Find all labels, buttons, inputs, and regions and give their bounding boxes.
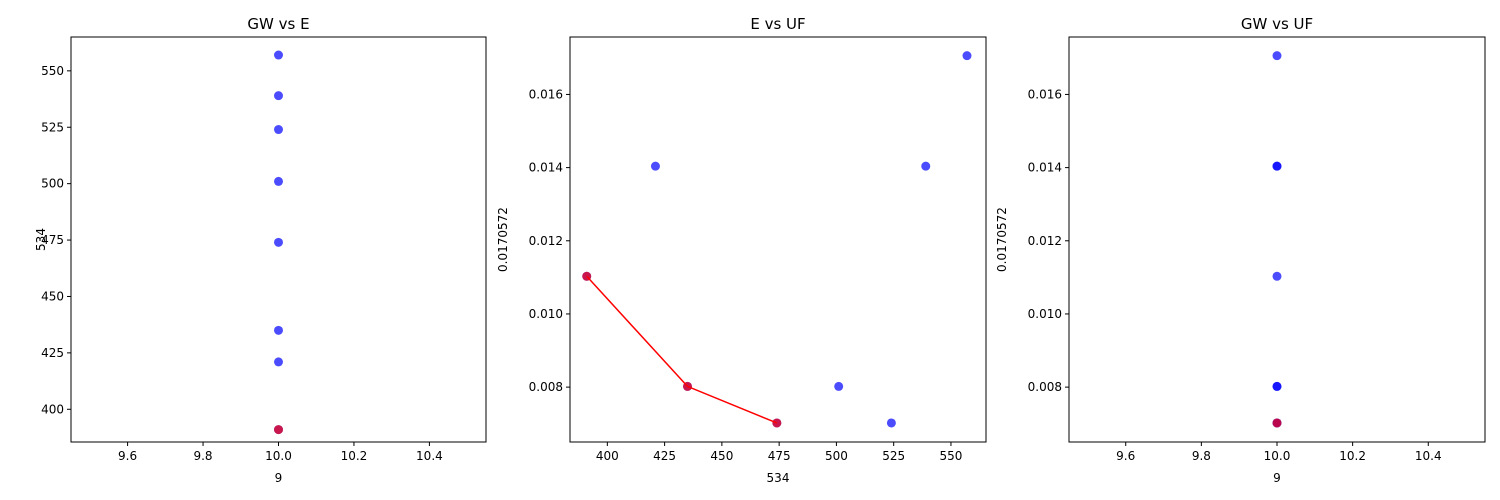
x-tick-label: 10.0 bbox=[1264, 449, 1291, 463]
data-point bbox=[1272, 418, 1282, 428]
y-tick-label: 0.010 bbox=[1028, 307, 1062, 321]
y-axis-label: 0.0170572 bbox=[995, 207, 1009, 272]
y-axis-label: 534 bbox=[34, 228, 48, 251]
x-tick-label: 9.6 bbox=[1116, 449, 1135, 463]
y-tick-label: 550 bbox=[41, 64, 64, 78]
y-tick-label: 0.016 bbox=[1028, 87, 1062, 101]
y-tick-label: 400 bbox=[41, 402, 64, 416]
data-point bbox=[650, 161, 660, 171]
data-point bbox=[274, 325, 283, 335]
data-point bbox=[772, 418, 782, 428]
chart-panel-2: 400 425 450 475 500 525 550 0.008 0.010 0.012 0.01… bbox=[496, 15, 987, 485]
y-tick-label: 0.008 bbox=[1028, 380, 1062, 394]
data-point bbox=[683, 381, 693, 391]
series-1 bbox=[582, 51, 972, 428]
y-tick-label: 0.014 bbox=[529, 161, 563, 175]
x-axis-label: 534 bbox=[767, 471, 790, 485]
data-point bbox=[1272, 51, 1282, 61]
x-tick-label: 500 bbox=[825, 449, 848, 463]
chart-panel-1: 9.6 9.8 10.0 10.2 10.4 400 425 450 475 500 525 550 G… bbox=[34, 15, 487, 485]
chart-title: GW vs UF bbox=[1241, 15, 1313, 33]
series-1 bbox=[274, 50, 283, 435]
y-tick-label: 525 bbox=[41, 120, 64, 134]
series-2 bbox=[582, 271, 782, 428]
x-tick-label: 10.2 bbox=[341, 449, 368, 463]
x-tick-label: 400 bbox=[596, 449, 619, 463]
chart-title: E vs UF bbox=[750, 15, 805, 33]
x-tick-label: 10.4 bbox=[1415, 449, 1442, 463]
data-point bbox=[1272, 161, 1282, 171]
data-point bbox=[834, 381, 844, 391]
x-tick-label: 9.8 bbox=[1192, 449, 1211, 463]
y-tick-label: 0.016 bbox=[529, 87, 563, 101]
x-tick-label: 10.2 bbox=[1339, 449, 1366, 463]
x-axis-label: 9 bbox=[275, 471, 283, 485]
y-tick-label: 0.012 bbox=[1028, 234, 1062, 248]
series-2 bbox=[274, 425, 283, 435]
x-tick-label: 10.0 bbox=[265, 449, 292, 463]
data-point bbox=[886, 418, 896, 428]
data-point bbox=[921, 161, 931, 171]
data-point bbox=[1272, 381, 1282, 391]
data-point bbox=[274, 425, 283, 435]
x-tick-label: 425 bbox=[653, 449, 676, 463]
y-tick-label: 500 bbox=[41, 177, 64, 191]
series-2 bbox=[1272, 418, 1282, 428]
y-tick-label: 0.012 bbox=[529, 234, 563, 248]
plot-area-frame bbox=[1068, 36, 1486, 443]
y-axis-label: 0.0170572 bbox=[496, 207, 510, 272]
data-point bbox=[274, 91, 283, 101]
data-point bbox=[274, 176, 283, 186]
x-axis-label: 9 bbox=[1273, 471, 1281, 485]
y-tick-label: 0.008 bbox=[529, 380, 563, 394]
y-tick-label: 475 bbox=[41, 233, 64, 247]
x-tick-label: 10.4 bbox=[416, 449, 443, 463]
chart-title: GW vs E bbox=[247, 15, 309, 33]
series-1 bbox=[1272, 51, 1282, 428]
y-tick-label: 425 bbox=[41, 346, 64, 360]
data-point bbox=[274, 237, 283, 247]
y-tick-label: 450 bbox=[41, 289, 64, 303]
plot-area-frame bbox=[569, 36, 987, 443]
series-line bbox=[586, 275, 778, 424]
data-point bbox=[274, 50, 283, 60]
chart-panel-3: 9.6 9.8 10.0 10.2 10.4 0.008 0.010 0.012 0.014 0.… bbox=[995, 15, 1486, 485]
x-tick-label: 475 bbox=[768, 449, 791, 463]
x-tick-label: 9.8 bbox=[193, 449, 212, 463]
data-point bbox=[1272, 271, 1282, 281]
data-point bbox=[274, 357, 283, 367]
x-tick-label: 550 bbox=[939, 449, 962, 463]
y-tick-label: 0.014 bbox=[1028, 161, 1062, 175]
x-tick-label: 9.6 bbox=[118, 449, 137, 463]
data-point bbox=[962, 51, 972, 61]
data-point bbox=[582, 271, 592, 281]
x-tick-label: 525 bbox=[882, 449, 905, 463]
data-point bbox=[274, 125, 283, 135]
y-tick-label: 0.010 bbox=[529, 307, 563, 321]
x-tick-label: 450 bbox=[710, 449, 733, 463]
